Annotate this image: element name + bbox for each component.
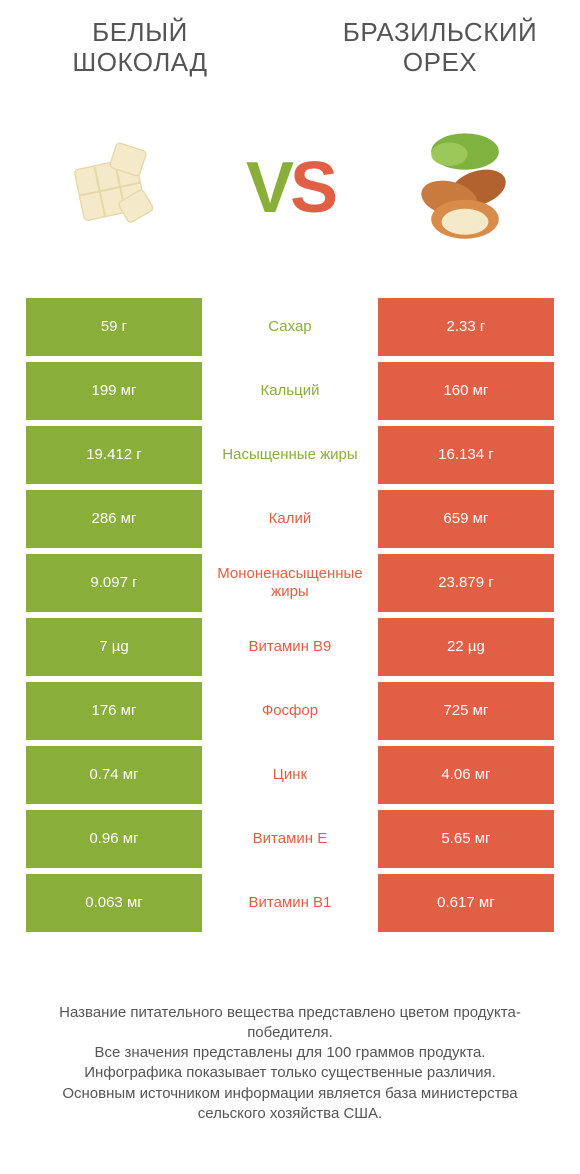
left-product-title: БЕЛЫЙ ШОКОЛАД <box>30 18 250 78</box>
right-value: 2.33 г <box>378 298 554 356</box>
left-value: 9.097 г <box>26 554 202 612</box>
table-row: 59 гСахар2.33 г <box>26 298 554 356</box>
left-value: 199 мг <box>26 362 202 420</box>
header: БЕЛЫЙ ШОКОЛАД БРАЗИЛЬСКИЙ ОРЕХ <box>0 0 580 88</box>
brazil-nut-icon <box>400 123 530 253</box>
nutrient-label: Витамин E <box>202 810 378 868</box>
nutrient-label: Фосфор <box>202 682 378 740</box>
nutrient-label: Насыщенные жиры <box>202 426 378 484</box>
table-row: 0.74 мгЦинк4.06 мг <box>26 746 554 804</box>
footer-line: Все значения представлены для 100 граммо… <box>28 1043 552 1063</box>
white-chocolate-icon <box>50 123 180 253</box>
table-row: 0.96 мгВитамин E5.65 мг <box>26 810 554 868</box>
right-value: 160 мг <box>378 362 554 420</box>
right-value: 16.134 г <box>378 426 554 484</box>
table-row: 199 мгКальций160 мг <box>26 362 554 420</box>
nutrient-label: Сахар <box>202 298 378 356</box>
vs-row: VS <box>0 88 580 298</box>
footer-line: Инфографика показывает только существенн… <box>28 1063 552 1083</box>
left-value: 59 г <box>26 298 202 356</box>
left-product-image <box>40 113 190 263</box>
vs-label: VS <box>246 147 334 229</box>
left-value: 0.96 мг <box>26 810 202 868</box>
left-value: 0.74 мг <box>26 746 202 804</box>
left-value: 286 мг <box>26 490 202 548</box>
left-value: 0.063 мг <box>26 874 202 932</box>
table-row: 19.412 гНасыщенные жиры16.134 г <box>26 426 554 484</box>
table-row: 7 µgВитамин B922 µg <box>26 618 554 676</box>
right-value: 659 мг <box>378 490 554 548</box>
vs-v: V <box>246 148 290 228</box>
right-value: 725 мг <box>378 682 554 740</box>
right-value: 0.617 мг <box>378 874 554 932</box>
right-value: 22 µg <box>378 618 554 676</box>
right-value: 4.06 мг <box>378 746 554 804</box>
vs-s: S <box>290 148 334 228</box>
footer-line: Название питательного вещества представл… <box>28 1003 552 1044</box>
table-row: 286 мгКалий659 мг <box>26 490 554 548</box>
nutrient-label: Мононенасыщенные жиры <box>202 554 378 612</box>
footer-line: Основным источником информации является … <box>28 1084 552 1125</box>
nutrient-label: Калий <box>202 490 378 548</box>
left-value: 7 µg <box>26 618 202 676</box>
right-product-title: БРАЗИЛЬСКИЙ ОРЕХ <box>330 18 550 78</box>
footer-notes: Название питательного вещества представл… <box>0 1003 580 1125</box>
nutrient-label: Кальций <box>202 362 378 420</box>
left-value: 19.412 г <box>26 426 202 484</box>
nutrient-label: Витамин B9 <box>202 618 378 676</box>
nutrient-label: Витамин B1 <box>202 874 378 932</box>
right-value: 5.65 мг <box>378 810 554 868</box>
right-product-image <box>390 113 540 263</box>
table-row: 176 мгФосфор725 мг <box>26 682 554 740</box>
table-row: 9.097 гМононенасыщенные жиры23.879 г <box>26 554 554 612</box>
nutrient-label: Цинк <box>202 746 378 804</box>
right-value: 23.879 г <box>378 554 554 612</box>
comparison-table: 59 гСахар2.33 г 199 мгКальций160 мг 19.412… <box>0 298 580 932</box>
table-row: 0.063 мгВитамин B10.617 мг <box>26 874 554 932</box>
left-value: 176 мг <box>26 682 202 740</box>
